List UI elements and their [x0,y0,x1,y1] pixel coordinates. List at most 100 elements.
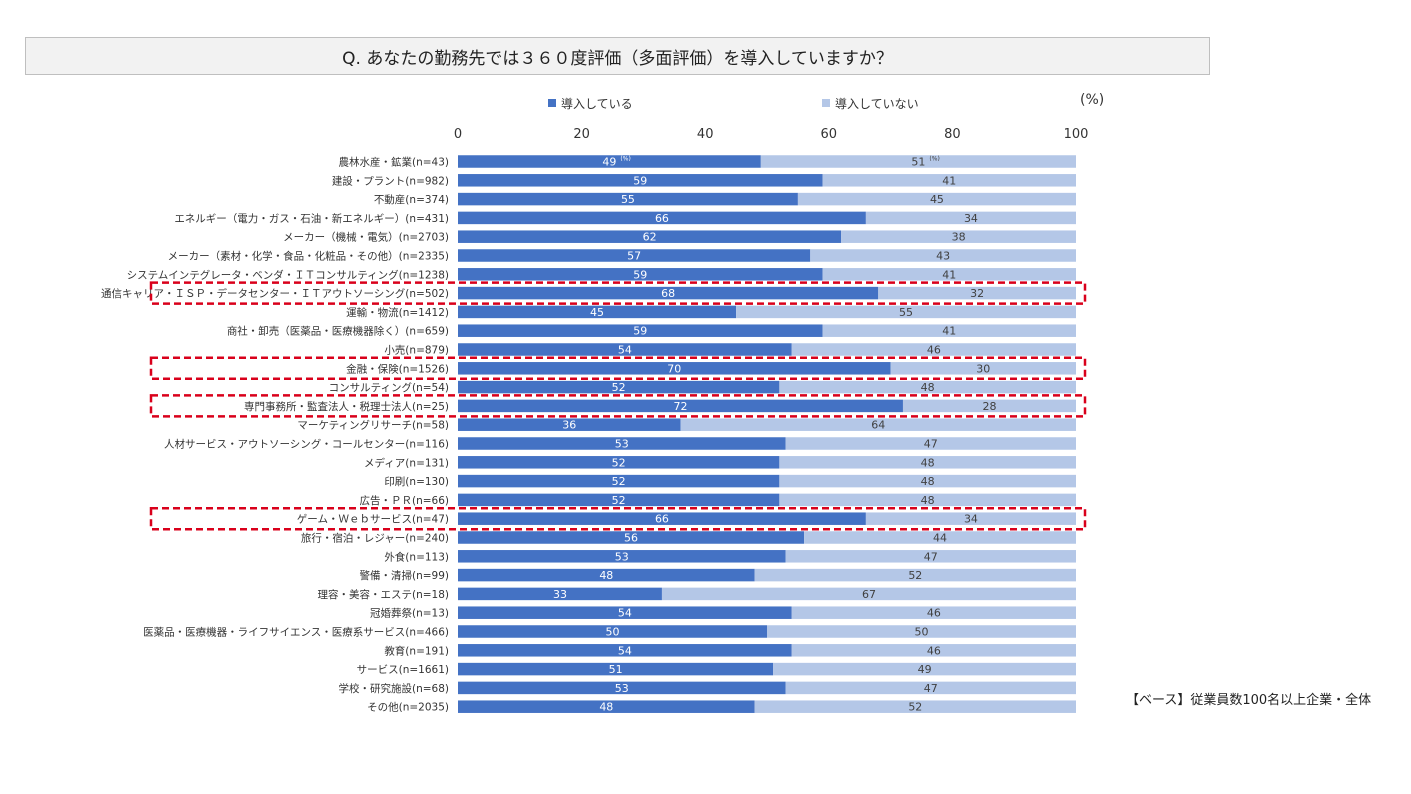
category-label: その他(n=2035) [367,701,449,714]
value-label-introduced: 52 [612,475,626,488]
value-label-introduced: 72 [673,400,687,413]
category-label: 外食(n=113) [384,550,449,563]
value-label-introduced: 59 [633,268,647,281]
value-label-introduced: 62 [643,231,657,244]
category-label: システムインテグレータ・ベンダ・ＩＴコンサルティング(n=1238) [127,268,449,281]
highlight-box [149,356,1087,381]
value-label-not-introduced: 41 [942,325,956,338]
value-label-not-introduced: 47 [924,438,938,451]
value-label-not-introduced: 48 [921,494,935,507]
bar-not-introduced [865,211,1076,225]
value-label-not-introduced: 52 [908,701,922,714]
category-label: 通信キャリア・ＩＳＰ・データセンター・ＩＴアウトソーシング(n=502) [101,287,449,300]
value-label-introduced: 68 [661,287,675,300]
value-label-not-introduced: 50 [915,626,929,639]
bar-not-introduced [902,399,1076,413]
value-label-not-introduced: 41 [942,268,956,281]
category-label: 人材サービス・アウトソーシング・コールセンター(n=116) [164,438,449,451]
value-label-not-introduced: 52 [908,569,922,582]
bar-not-introduced [736,305,1076,319]
chart-title: Q. あなたの勤務先では３６０度評価（多面評価）を導入していますか？ [25,37,1210,75]
value-label-not-introduced: 48 [921,381,935,394]
category-label: 旅行・宿泊・レジャー(n=240) [301,532,449,545]
bar-introduced [458,437,786,450]
bar-introduced [458,531,805,544]
bar-introduced [458,568,755,582]
bar-introduced [458,192,798,206]
value-label-introduced: 66 [655,212,669,225]
bar-introduced [458,249,811,262]
value-label-introduced: 54 [618,644,632,657]
value-label-not-introduced: 30 [976,362,990,375]
value-label-not-introduced: 48 [921,456,935,469]
bar-not-introduced [767,625,1076,638]
highlight-box [149,394,1087,418]
legend-item-introduced: 導入している [548,94,633,112]
bar-introduced [458,587,662,601]
value-label-not-introduced: 49 [918,663,932,676]
value-label-not-introduced: 64 [871,419,885,432]
bar-introduced [458,174,823,187]
value-label-introduced: 56 [624,532,638,545]
value-label-introduced: 57 [627,250,641,263]
category-label: メーカー（素材・化学・食品・化粧品・その他）(n=2335) [168,250,449,263]
x-tick-label: 80 [944,127,961,142]
value-label-not-introduced: 47 [924,682,938,695]
bar-introduced [458,268,823,281]
bar-not-introduced [785,550,1076,563]
value-label-introduced: 49 [602,156,616,169]
bar-not-introduced [822,324,1076,337]
value-label-introduced: 48 [599,569,613,582]
bar-not-introduced [754,700,1076,713]
category-label: コンサルティング(n=54) [329,381,449,394]
bar-introduced [458,644,792,657]
value-label-introduced: 36 [562,419,576,432]
category-label: メディア(n=131) [364,456,449,469]
value-label-introduced: 45 [590,306,604,319]
x-tick-label: 40 [697,127,714,142]
category-label: 建設・プラント(n=982) [332,174,449,187]
bar-not-introduced [804,531,1076,544]
bar-not-introduced [773,662,1076,676]
value-label-not-introduced: 34 [964,212,978,225]
category-label: 商社・卸売（医薬品・医療機器除く）(n=659) [227,325,449,338]
highlight-box [149,281,1087,305]
highlight-box [149,506,1087,531]
bar-not-introduced [791,343,1076,356]
base-note: 【ベース】従業員数100名以上企業・全体 [1126,693,1372,708]
value-label-not-introduced: 41 [942,174,956,187]
value-label-introduced: 70 [667,362,681,375]
bar-introduced [458,625,767,638]
category-label: 学校・研究施設(n=68) [338,682,449,695]
bar-introduced [458,399,903,413]
value-unit-note-introduced: (%) [620,156,630,163]
value-label-not-introduced: 51 [911,156,925,169]
bar-not-introduced [890,362,1076,375]
bar-introduced [458,550,786,563]
value-label-not-introduced: 45 [930,193,944,206]
bar-not-introduced [865,512,1076,525]
value-label-introduced: 54 [618,344,632,357]
value-label-introduced: 51 [609,663,623,676]
x-tick-label: 0 [454,127,462,142]
legend-item-not-introduced: 導入していない [822,94,919,112]
bar-introduced [458,456,780,469]
category-label: 医薬品・医療機器・ライフサイエンス・医療系サービス(n=466) [143,626,449,639]
bar-not-introduced [779,456,1076,469]
value-label-introduced: 55 [621,193,635,206]
bar-introduced [458,230,842,243]
value-label-introduced: 53 [615,682,629,695]
bar-not-introduced [754,568,1076,582]
value-label-introduced: 54 [618,607,632,620]
bar-not-introduced [661,587,1076,601]
bar-not-introduced [797,192,1076,206]
category-label: 農林水産・鉱業(n=43) [338,156,449,169]
category-label: 専門事務所・監査法人・税理士法人(n=25) [244,400,449,413]
bar-not-introduced [822,268,1076,281]
value-label-not-introduced: 44 [933,532,947,545]
category-label: 印刷(n=130) [384,475,449,488]
value-label-not-introduced: 28 [982,400,996,413]
bar-introduced [458,474,780,488]
legend-label-introduced: 導入している [561,96,633,111]
